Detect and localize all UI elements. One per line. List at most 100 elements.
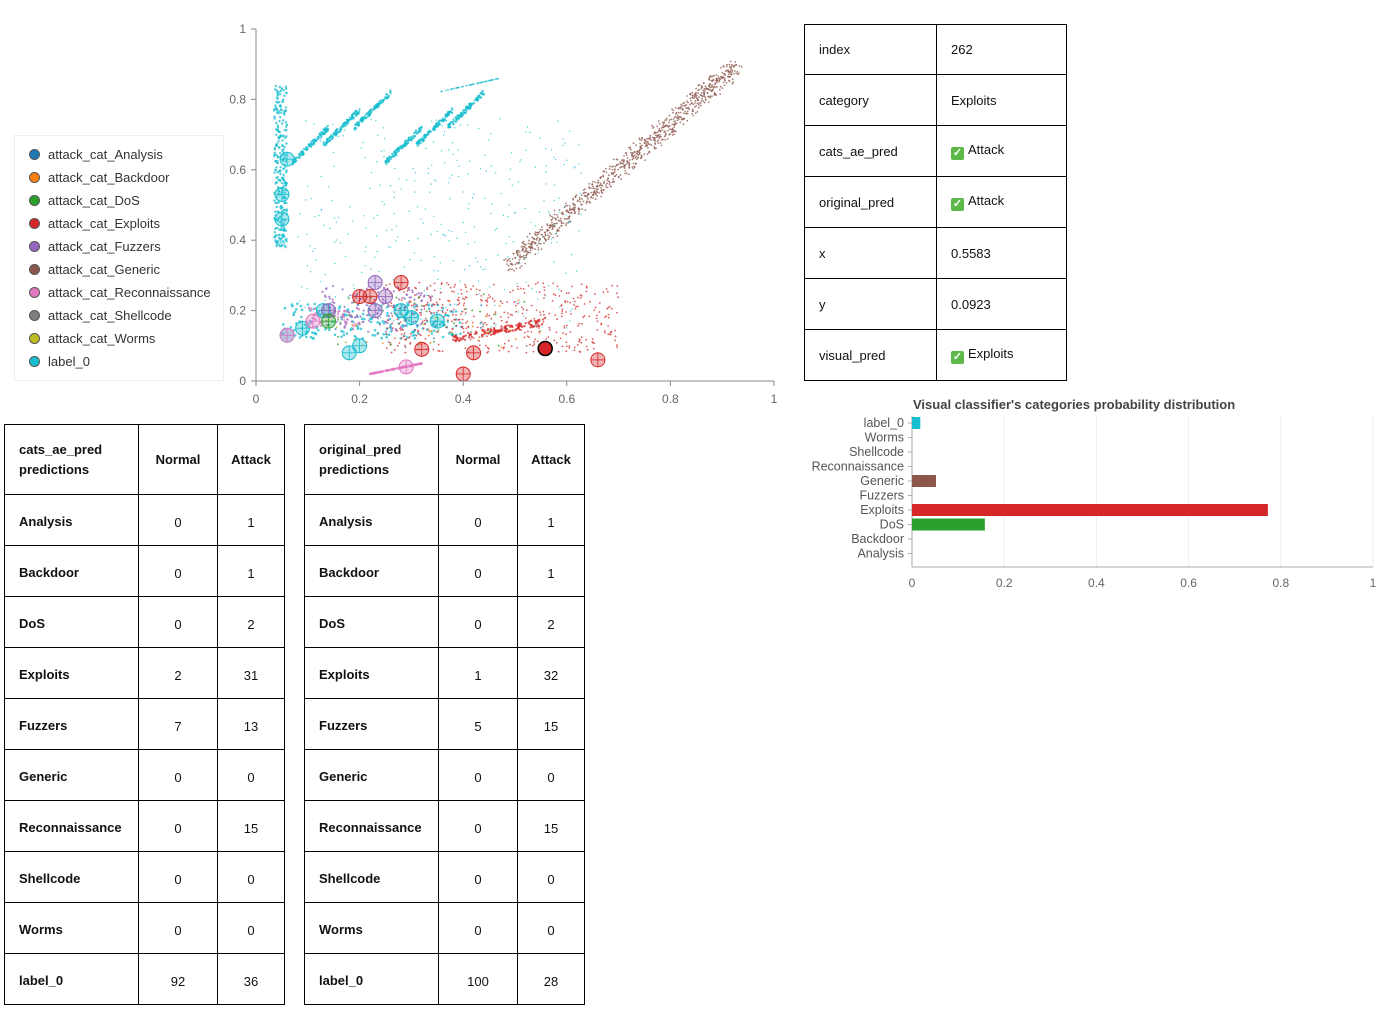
scatter-point [466,124,469,126]
cell-attack: 15 [517,698,585,750]
scatter-point [516,285,519,288]
scatter-point [570,253,573,256]
scatter-point [283,94,286,98]
scatter-point [283,208,287,212]
scatter-point [694,106,696,108]
scatter-point [521,306,523,309]
scatter-point [579,339,581,341]
scatter-point [482,323,485,326]
scatter-point [679,111,682,114]
selected-point-marker[interactable] [537,340,553,357]
scatter-point [473,99,476,102]
legend-item[interactable]: attack_cat_Generic [29,261,160,279]
scatter-point [346,318,349,321]
scatter-point [529,323,532,326]
scatter-point [545,240,547,242]
scatter-point [343,305,346,308]
legend-item[interactable]: attack_cat_DoS [29,192,140,210]
scatter-plot[interactable]: 0 0.2 0.4 0.6 0.8 100.20.40.60.81 [0,0,790,415]
scatter-point [534,283,537,285]
scatter-point [277,146,281,149]
legend-item[interactable]: attack_cat_Exploits [29,215,160,233]
cell-attack: 32 [517,647,585,699]
scatter-point [370,372,374,375]
scatter-point [347,233,349,235]
scatter-point [388,283,391,285]
scatter-point [467,336,471,339]
scatter-point [500,319,503,322]
legend-item[interactable]: attack_cat_Backdoor [29,169,169,187]
scatter-point [478,336,481,338]
scatter-point [438,298,441,301]
scatter-point [473,226,476,228]
legend-item[interactable]: attack_cat_Fuzzers [29,238,161,256]
legend-item[interactable]: attack_cat_Reconnaissance [29,284,211,302]
scatter-point [677,107,680,110]
scatter-point [409,332,412,335]
scatter-point [419,362,423,365]
scatter-y-tick: 0.6 [229,163,246,177]
scatter-point [659,130,662,133]
scatter-point [273,88,277,91]
scatter-point [331,298,334,301]
scatter-point [397,149,400,153]
scatter-point [541,228,544,231]
table-row: Worms 0 0 [4,902,285,954]
scatter-point [661,121,664,124]
scatter-point [387,333,391,337]
scatter-point [568,212,571,214]
scatter-point [285,129,288,132]
scatter-point [460,292,463,295]
scatter-point [606,308,608,310]
scatter-point [672,128,674,131]
scatter-point [683,117,685,120]
scatter-point [503,288,506,291]
scatter-point [573,300,576,303]
scatter-point [462,331,465,334]
scatter-point [400,147,403,150]
scatter-point [625,154,628,157]
scatter-point [332,151,335,154]
scatter-point [479,326,482,329]
scatter-point [315,259,317,261]
scatter-point [445,89,447,92]
legend-item[interactable]: attack_cat_Shellcode [29,307,172,325]
scatter-point [585,202,588,205]
cell-attack: 15 [217,800,285,852]
scatter-point [496,227,498,230]
scatter-point [697,99,700,101]
legend-item[interactable]: attack_cat_Worms [29,330,155,348]
cell-attack: 31 [217,647,285,699]
cell-attack: 1 [517,494,585,546]
scatter-point [390,351,393,354]
scatter-point [715,77,718,80]
scatter-point [358,108,361,111]
scatter-point [310,197,312,200]
table-row: label_0 92 36 [4,953,285,1005]
scatter-point [673,126,676,129]
scatter-point [730,67,732,69]
table-row: Backdoor 0 1 [304,545,585,597]
table-row: Backdoor 0 1 [4,545,285,597]
scatter-point [537,231,540,234]
scatter-point [428,130,431,133]
legend-item[interactable]: attack_cat_Analysis [29,146,163,164]
scatter-point [719,85,722,88]
scatter-point [429,299,432,302]
scatter-point [711,80,714,82]
scatter-point [568,345,571,347]
legend-item[interactable]: label_0 [29,353,90,371]
scatter-point [636,150,639,153]
scatter-point [474,241,476,243]
scatter-point [654,143,657,146]
scatter-point [351,116,354,119]
scatter-point [385,229,388,232]
scatter-point [445,115,448,118]
scatter-point [274,128,278,131]
scatter-point [389,89,392,92]
scatter-point [542,321,545,323]
scatter-point [577,296,579,299]
scatter-point [548,236,550,239]
scatter-point [485,344,487,347]
scatter-point [530,244,533,247]
